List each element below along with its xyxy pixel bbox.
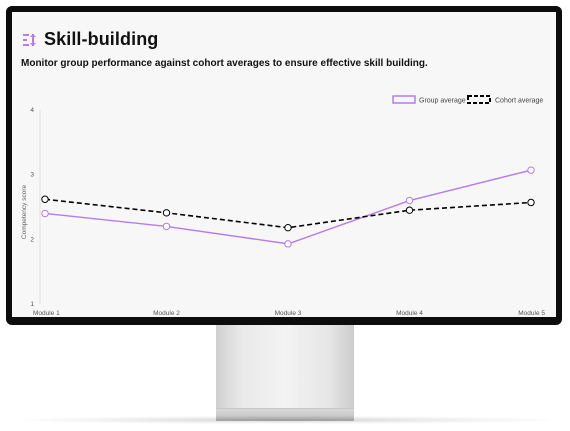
page-subtitle: Monitor group performance against cohort…	[21, 58, 428, 69]
y-tick-label: 4	[30, 107, 34, 114]
monitor-stand	[216, 325, 354, 409]
monitor-screen: Skill-building Monitor group performance…	[12, 12, 556, 317]
x-tick-label: Module 2	[153, 310, 180, 317]
data-point	[162, 209, 171, 217]
series-line	[44, 198, 532, 229]
chart-axes: 1 2 3 4 Competency score Module 1 Module 2 Modu…	[21, 107, 545, 317]
data-point	[284, 240, 292, 248]
desk-shadow	[20, 416, 550, 424]
x-tick-label: Module 5	[518, 310, 545, 317]
page-header: Skill-building	[22, 29, 158, 50]
chart-legend: Group average Cohort average	[392, 95, 543, 105]
y-tick-label: 3	[30, 172, 34, 179]
legend-label: Group average	[419, 98, 466, 105]
data-point	[41, 195, 49, 203]
y-tick-label: 2	[30, 236, 34, 243]
data-point	[284, 223, 292, 232]
chart-series	[44, 169, 532, 245]
page-title: Skill-building	[44, 29, 159, 49]
x-tick-label: Module 3	[275, 310, 302, 317]
monitor-stand-base	[216, 408, 354, 421]
y-axis-label: Competency score	[21, 185, 28, 240]
data-point	[405, 206, 414, 214]
legend-swatch	[392, 95, 416, 104]
x-tick-label: Module 1	[33, 310, 60, 317]
data-point	[41, 209, 49, 218]
data-point	[162, 222, 171, 231]
data-point	[527, 166, 535, 174]
legend-label: Cohort average	[495, 98, 543, 105]
y-tick-label: 1	[30, 301, 34, 308]
legend-swatch	[467, 95, 491, 104]
chart-adjust-icon	[23, 33, 36, 46]
chart-points	[41, 166, 535, 248]
data-point	[405, 196, 414, 205]
line-chart: Group average Cohort average 1 2 3 4 Competen…	[21, 95, 545, 317]
x-tick-label: Module 4	[396, 310, 423, 317]
data-point	[527, 198, 535, 207]
